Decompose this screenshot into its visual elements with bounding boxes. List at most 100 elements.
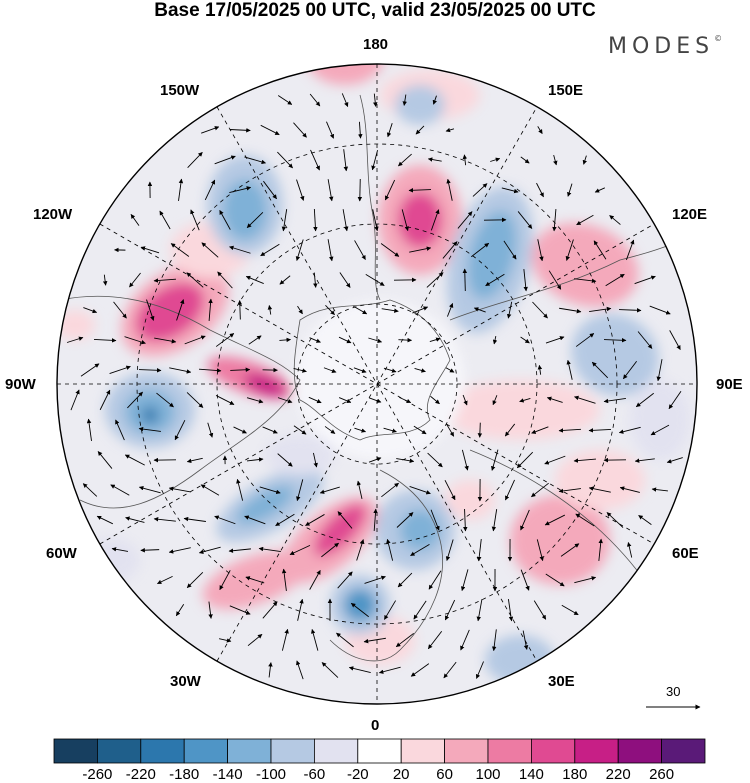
wind-vector-arrow-icon — [305, 514, 325, 526]
anomaly-blob — [305, 64, 385, 85]
wind-vector-arrow-icon — [368, 337, 383, 343]
colorbar-tick-label: 260 — [649, 766, 675, 783]
wind-vector-arrow-icon — [402, 94, 407, 106]
wind-vector-arrow-icon — [383, 427, 397, 433]
wind-vector-arrow-icon — [593, 240, 607, 260]
wind-vector-arrow-icon — [381, 482, 399, 498]
colorbar-segment — [357, 738, 402, 764]
wind-vector-arrow-icon — [296, 660, 304, 680]
wind-vector-arrow-icon — [573, 458, 596, 463]
anomaly-blob — [395, 85, 445, 125]
wind-vector-arrow-icon — [208, 298, 213, 321]
wind-vector-arrow-icon — [442, 241, 458, 259]
colorbar-tick-label: -60 — [303, 766, 326, 783]
wind-vector-arrow-icon — [558, 488, 581, 494]
wind-vector-arrow-icon — [96, 515, 114, 525]
wind-vector-arrow-icon — [545, 573, 565, 587]
wind-vector-arrow-icon — [262, 426, 278, 434]
wind-vector-arrow-icon — [325, 304, 335, 316]
wind-vector-arrow-icon — [296, 179, 305, 201]
wind-vector-arrow-icon — [396, 458, 415, 463]
wind-vector-arrow-icon — [473, 307, 486, 313]
wind-vector-arrow-icon — [383, 367, 397, 373]
anomaly-blob — [244, 373, 286, 397]
wind-vector-arrow-icon — [519, 398, 531, 403]
wind-vector-arrow-icon — [313, 208, 318, 232]
coastline — [59, 295, 301, 509]
wind-vector-arrow-icon — [582, 155, 587, 165]
wind-vector-arrow-icon — [588, 428, 612, 433]
wind-vector-arrow-icon — [204, 179, 216, 201]
wind-vector-arrow-icon — [268, 662, 273, 678]
wind-vector-arrow-icon — [504, 423, 516, 437]
wind-vector-arrow-icon — [364, 575, 386, 584]
colorbar-segment — [183, 738, 228, 764]
wind-vector-arrow-icon — [668, 391, 682, 410]
wind-vector-arrow-icon — [507, 599, 514, 622]
wind-vector-arrow-icon — [183, 516, 206, 522]
wind-vector-arrow-icon — [472, 183, 488, 197]
wind-vector-arrow-icon — [398, 153, 412, 167]
wind-vector-arrow-icon — [277, 151, 293, 169]
wind-vector-arrow-icon — [102, 274, 108, 286]
wind-vector-arrow-icon — [259, 486, 281, 495]
colorbar-segment — [270, 738, 315, 764]
wind-vector-arrow-icon — [410, 544, 430, 556]
colorbar-segment — [444, 738, 489, 764]
colorbar-segment — [313, 738, 359, 764]
wind-vector-arrow-icon — [353, 305, 368, 315]
wind-vector-arrow-icon — [396, 512, 414, 528]
wind-vector-arrow-icon — [217, 271, 233, 289]
wind-vector-arrow-icon — [354, 240, 366, 260]
wind-vector-arrow-icon — [228, 548, 251, 553]
wind-vector-arrow-icon — [380, 243, 400, 257]
wind-vector-arrow-icon — [537, 126, 543, 135]
wind-vector-arrow-icon — [559, 307, 582, 314]
wind-vector-arrow-icon — [412, 306, 429, 314]
wind-vector-arrow-icon — [353, 367, 367, 373]
wind-vector-arrow-icon — [430, 509, 440, 531]
wind-vector-arrow-icon — [230, 367, 251, 372]
wind-vector-arrow-icon — [140, 547, 160, 553]
wind-vector-arrow-icon — [186, 392, 204, 408]
wind-vector-arrow-icon — [445, 539, 454, 561]
wind-vector-arrow-icon — [506, 301, 513, 319]
wind-vector-arrow-icon — [491, 629, 497, 652]
wind-vector-arrow-icon — [537, 239, 544, 262]
wind-vector-arrow-icon — [309, 93, 321, 107]
wind-vector-arrow-icon — [66, 336, 84, 343]
wind-vector-arrow-icon — [650, 424, 670, 436]
wind-vector-arrow-icon — [70, 389, 80, 411]
wind-vector-arrow-icon — [409, 485, 431, 495]
wind-vector-arrow-icon — [443, 661, 457, 679]
colorbar-tick-label: -140 — [212, 766, 243, 783]
wind-vector-arrow-icon — [531, 426, 549, 434]
wind-vector-arrow-icon — [337, 571, 353, 589]
wind-vector-arrow-icon — [460, 629, 470, 651]
wind-vector-arrow-icon — [127, 391, 143, 409]
wind-vector-arrow-icon — [129, 272, 141, 288]
wind-vector-arrow-icon — [245, 576, 265, 584]
wind-vector-arrow-icon — [312, 452, 318, 468]
wind-vector-arrow-icon — [619, 486, 640, 493]
wind-vector-arrow-icon — [492, 395, 498, 406]
wind-vector-arrow-icon — [207, 422, 214, 438]
wind-vector-arrow-icon — [218, 638, 232, 643]
colorbar-segment — [661, 738, 706, 764]
wind-vector-arrow-icon — [309, 569, 321, 590]
wind-vector-arrow-icon — [429, 337, 441, 342]
anomaly-blob — [57, 310, 95, 340]
lon-label-0: 0 — [371, 717, 380, 734]
wind-vector-arrow-icon — [258, 546, 281, 552]
anomaly-blob — [445, 480, 495, 520]
colorbar-segment — [531, 738, 576, 764]
wind-vector-arrow-icon — [606, 512, 624, 528]
wind-vector-arrow-icon — [363, 637, 386, 644]
wind-vector-arrow-icon — [413, 425, 427, 435]
wind-vector-arrow-icon — [477, 422, 483, 438]
anomaly-blob — [223, 180, 267, 240]
wind-vector-arrow-icon — [214, 155, 236, 165]
wind-vector-arrow-icon — [427, 631, 443, 650]
wind-vector-arrow-icon — [444, 480, 456, 501]
